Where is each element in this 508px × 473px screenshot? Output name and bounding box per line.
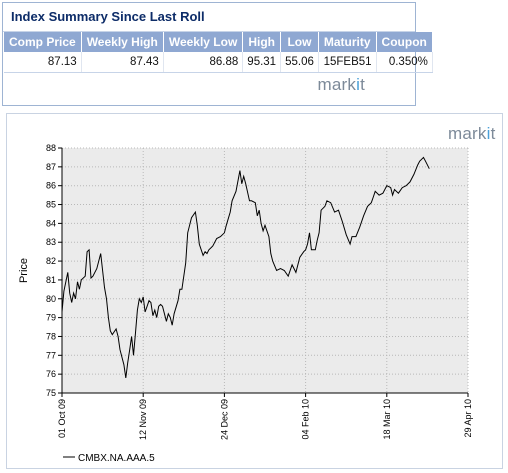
summary-data-row: 87.13 87.43 86.88 95.31 55.06 15FEB51 0.… <box>4 52 433 73</box>
column-header-low: Low <box>280 32 319 52</box>
comp-price-value: 87.13 <box>4 52 82 73</box>
weekly-high-value: 87.43 <box>81 52 164 73</box>
column-header-weekly-low: Weekly Low <box>163 32 244 52</box>
column-header-weekly-high: Weekly High <box>81 32 164 52</box>
column-header-high: High <box>242 32 282 52</box>
markit-logo: markit <box>317 75 365 94</box>
index-summary-panel: Index Summary Since Last Roll Comp Price… <box>2 2 433 106</box>
weekly-low-value: 86.88 <box>163 52 244 73</box>
summary-header-row: Comp Price Weekly High Weekly Low High L… <box>4 32 433 52</box>
summary-title: Index Summary Since Last Roll <box>3 3 415 32</box>
maturity-value: 15FEB51 <box>318 52 377 73</box>
markit-logo-chart: markit <box>448 124 496 143</box>
column-header-coupon: Coupon <box>376 32 433 52</box>
column-header-maturity: Maturity <box>318 32 377 52</box>
summary-table: Comp Price Weekly High Weekly Low High L… <box>4 32 433 73</box>
low-value: 55.06 <box>280 52 319 73</box>
column-header-comp-price: Comp Price <box>4 32 82 52</box>
chart-panel <box>6 113 503 469</box>
high-value: 95.31 <box>242 52 282 73</box>
coupon-value: 0.350% <box>376 52 433 73</box>
